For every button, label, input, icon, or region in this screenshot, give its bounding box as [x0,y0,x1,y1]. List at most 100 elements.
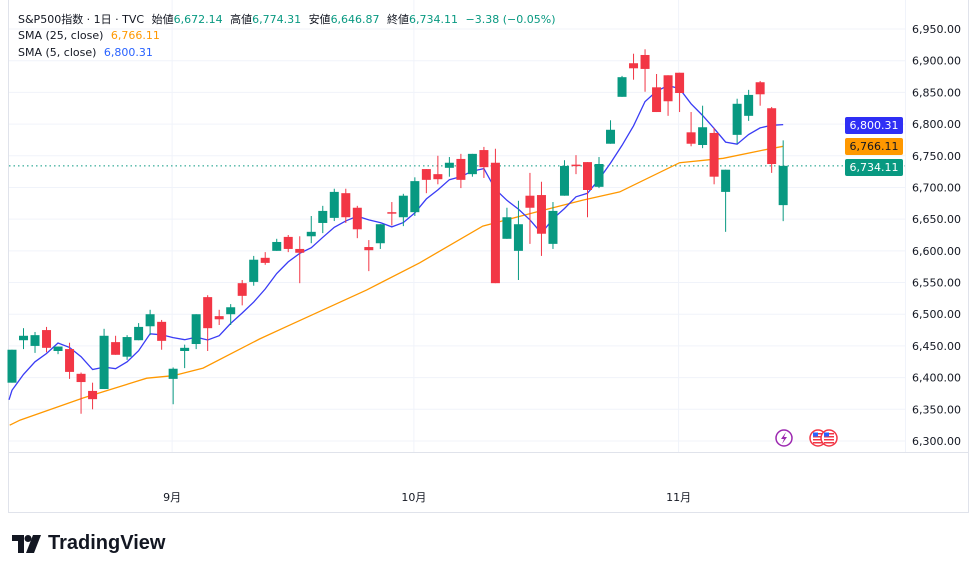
candle[interactable] [744,89,754,121]
candle[interactable] [364,240,374,272]
candle[interactable] [548,202,558,249]
open-value: 6,672.14 [173,13,223,26]
y-tick-label: 6,800.00 [912,118,961,131]
candle-body [617,77,627,97]
candle[interactable] [283,235,293,253]
candle[interactable] [606,120,616,144]
candle[interactable] [502,207,512,239]
candle-body [214,316,224,320]
candle[interactable] [295,236,305,284]
candle[interactable] [444,157,454,177]
candle[interactable] [617,75,627,97]
candle[interactable] [536,181,546,256]
candle[interactable] [329,188,339,222]
candle[interactable] [134,323,144,341]
candle[interactable] [652,74,662,113]
candle[interactable] [479,146,489,178]
candle[interactable] [525,172,535,244]
candle[interactable] [214,309,224,326]
candle[interactable] [398,193,408,227]
brand-name: TradingView [48,532,166,554]
candle[interactable] [180,344,190,369]
candle[interactable] [686,112,696,147]
candle[interactable] [272,238,282,251]
candle[interactable] [583,162,592,218]
candle[interactable] [675,72,685,113]
tradingview-logo[interactable]: TradingView [12,532,165,555]
candle-body [410,181,420,213]
candle[interactable] [53,346,63,355]
candle[interactable] [7,349,17,383]
candle[interactable] [352,205,362,239]
candle[interactable] [375,224,385,249]
candle[interactable] [76,372,86,414]
candle[interactable] [709,127,719,185]
candle[interactable] [341,188,351,223]
candlestick-chart[interactable]: 6,300.00 6,350.00 6,400.00 6,450.00 6,500.00… [0,0,980,513]
candle[interactable] [629,53,639,80]
candle[interactable] [721,169,731,232]
flag-stripe [824,442,834,444]
candle[interactable] [318,205,328,234]
candle-body [111,342,121,355]
candle-body [99,335,109,390]
candle-body [318,210,328,223]
candle[interactable] [559,160,569,196]
candle[interactable] [410,177,420,216]
candle[interactable] [778,140,788,222]
candle-body [88,390,98,400]
candle[interactable] [456,153,466,189]
symbol-legend: S&P500指数 · 1日 · TVC 始値6,672.14 高値6,774.3… [18,11,559,27]
candle[interactable] [490,148,500,284]
candle[interactable] [191,314,201,350]
candle[interactable] [237,280,247,306]
symbol-name[interactable]: S&P500指数 · 1日 · TVC [18,13,145,26]
candle[interactable] [467,153,477,177]
flag-stripe [813,436,823,438]
candle[interactable] [767,106,777,173]
x-tick-label: 9月 [163,491,181,504]
candle[interactable] [19,328,29,350]
candle-body [329,191,339,218]
candle[interactable] [65,342,75,379]
candle[interactable] [260,252,270,265]
dividend-event-icon[interactable] [775,429,793,447]
candle[interactable] [594,157,604,189]
candle[interactable] [698,105,708,149]
us-flag-event-icon[interactable] [820,429,838,447]
candle[interactable] [663,75,673,116]
candle[interactable] [387,202,397,226]
candle[interactable] [203,295,213,351]
candle[interactable] [421,169,431,194]
open-label: 始値 [151,13,174,26]
candle[interactable] [640,49,650,92]
candle[interactable] [30,331,40,353]
candle[interactable] [145,309,155,336]
candle-body [42,330,52,348]
candle-body [629,63,639,69]
candle[interactable] [157,319,167,350]
y-tick-label: 6,450.00 [912,340,961,353]
candle[interactable] [433,155,443,185]
candle[interactable] [513,200,523,281]
candle[interactable] [122,335,132,360]
candle-body [375,224,385,244]
candle[interactable] [306,215,316,244]
candle-body [65,349,75,372]
candle[interactable] [42,326,52,353]
candle[interactable] [99,328,109,390]
candle[interactable] [88,382,98,410]
flag-stripe [813,439,823,441]
candle[interactable] [168,367,178,405]
sma5-legend[interactable]: SMA (5, close) 6,800.31 [18,46,157,59]
candle[interactable] [755,80,765,106]
candle[interactable] [732,98,742,144]
candle[interactable] [111,335,121,355]
candle[interactable] [226,304,236,326]
candle-body [272,241,282,251]
sma5-label: SMA (5, close) [18,46,97,59]
sma25-legend[interactable]: SMA (25, close) 6,766.11 [18,29,164,42]
candle-body [709,132,719,177]
candle[interactable] [249,255,259,286]
candle[interactable] [571,155,581,175]
